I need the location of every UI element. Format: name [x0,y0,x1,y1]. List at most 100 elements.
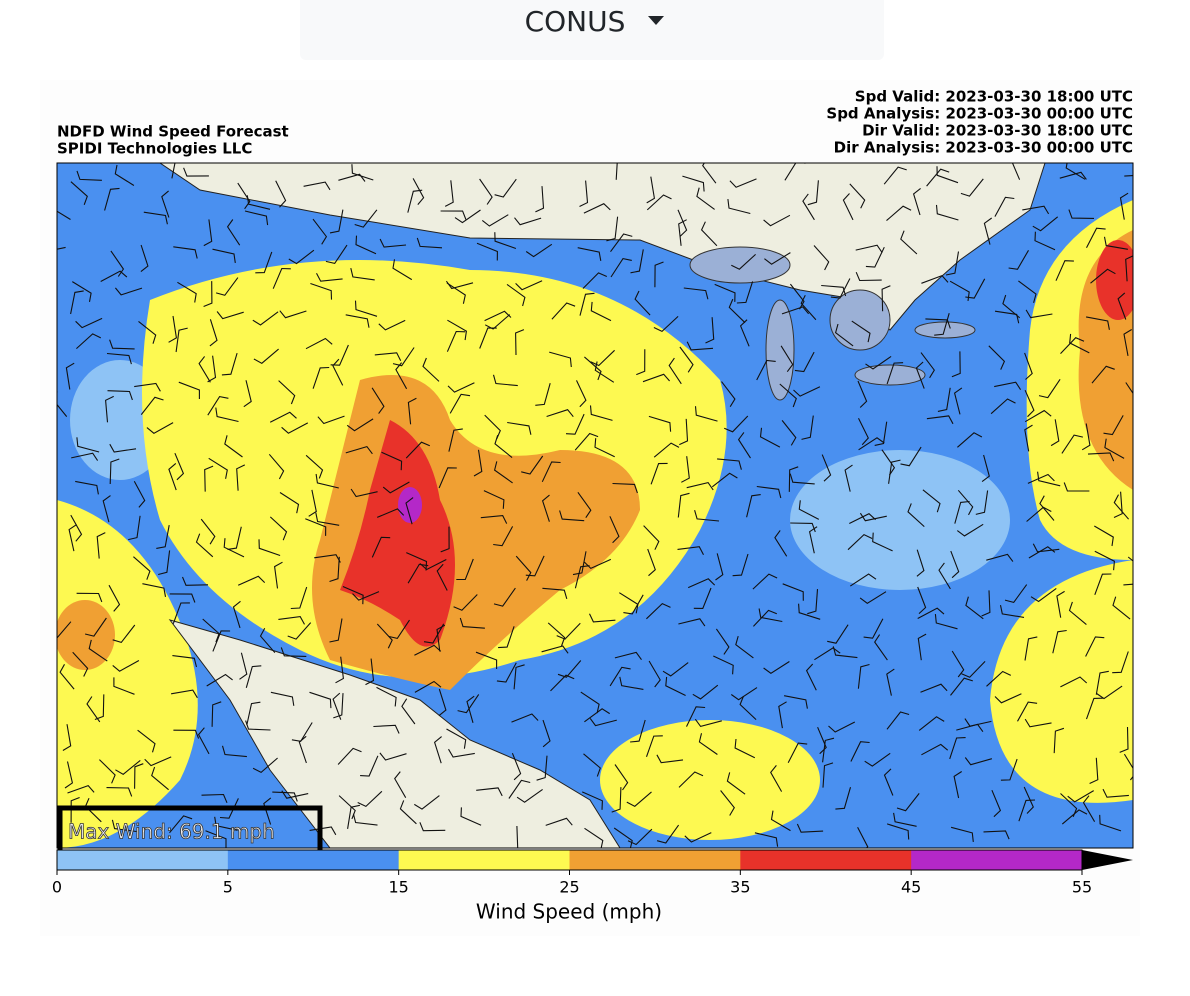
wind-barb [574,432,599,451]
wind-barb [317,415,345,425]
wind-barb [915,361,925,389]
wind-barb [436,624,446,652]
wind-barb [1063,482,1090,492]
wind-barb [758,608,783,623]
wind-barb [72,281,92,302]
wind-barb [961,661,986,678]
wind-barb [576,380,587,408]
wind-barb [855,271,882,282]
wind-barb [934,313,950,336]
wind-barb [801,415,814,440]
wind-barb [800,295,817,321]
wind-barb [354,209,378,228]
wind-barb [921,743,949,756]
dropdown-caret[interactable] [648,16,664,25]
wind-barb [303,181,331,191]
wind-barb [713,655,734,675]
wind-barb [953,387,963,415]
wind-barb [994,310,1020,324]
wind-barb [224,435,243,458]
wind-barb [1096,685,1123,700]
map [57,163,1133,848]
wind-barb [1094,550,1115,571]
wind-barb [1053,727,1065,754]
wind-barb [1117,292,1127,320]
wind-barb [308,489,317,517]
wind-barb [551,302,576,320]
wind-barb [449,393,471,414]
dropdown-label[interactable]: CONUS [525,5,626,38]
map-frame [56,162,1134,849]
map-subtitle: SPIDI Technologies LLC [57,140,252,158]
wind-barb [647,548,656,577]
wind-barb [208,457,228,479]
wind-barb [246,701,261,726]
wind-barb [394,771,407,798]
wind-barb [347,804,361,829]
wind-barb [173,246,198,259]
wind-barb [70,290,84,315]
wind-barb [298,735,307,764]
wind-barb [453,594,478,611]
wind-barb [232,600,241,629]
wind-barb [798,500,820,520]
valid-time: Dir Valid: 2023-03-30 18:00 UTC [862,122,1133,140]
wind-barb [198,356,211,383]
wind-barb [541,645,569,654]
wind-barb [84,617,107,637]
wind-barb [287,622,312,640]
wind-barb [1099,814,1122,832]
wind-barb [475,651,498,669]
wind-barb [774,530,788,557]
wind-barb [687,578,716,589]
wind-barb [226,219,241,246]
wind-barb [1085,697,1103,720]
wind-barb [1030,587,1057,603]
wind-barb [172,602,190,624]
wind-barb [835,787,852,810]
calm-area [790,450,1010,590]
wind-barb [338,795,356,820]
wind-barb [215,277,239,296]
wind-barb [583,753,601,777]
wind-barb [1000,758,1018,781]
wind-barb [332,358,344,386]
wind-barb [239,652,248,680]
wind-barb [1023,786,1034,814]
wind-barb [454,209,481,224]
wind-barb [583,203,611,214]
wind-barb [686,481,714,491]
dropdown[interactable] [300,0,884,60]
wind-barb [151,766,169,791]
colorbar-segment [911,850,1083,870]
wind-barb [1123,329,1132,356]
wind-barb [646,194,672,211]
wind-barb [615,163,618,180]
wind-barb [143,211,168,225]
wind-barb [133,556,151,580]
wind-barb [75,317,103,329]
wind-barb [954,500,970,524]
wind-barb [1024,718,1052,728]
wind-barb [827,624,849,644]
wind-barb [849,513,876,524]
wind-barb [1056,590,1065,618]
wind-barb [653,442,680,458]
wind-barb [171,163,176,179]
wind-barb [556,622,581,640]
wind-barb [507,421,532,435]
wind-barb [423,623,445,644]
wind-barb [515,555,532,581]
wind-barb [312,218,328,245]
wind-barb [1112,651,1129,674]
wind-barb [986,670,1012,687]
wind-barb [646,602,671,620]
wind-barb [917,586,927,615]
wind-barb [547,622,566,647]
wind-barb [511,752,522,781]
wind-barb [243,380,252,408]
wind-barb [365,658,375,686]
lake [765,299,795,401]
wind-barb [438,688,447,717]
wind-barb [950,677,973,696]
